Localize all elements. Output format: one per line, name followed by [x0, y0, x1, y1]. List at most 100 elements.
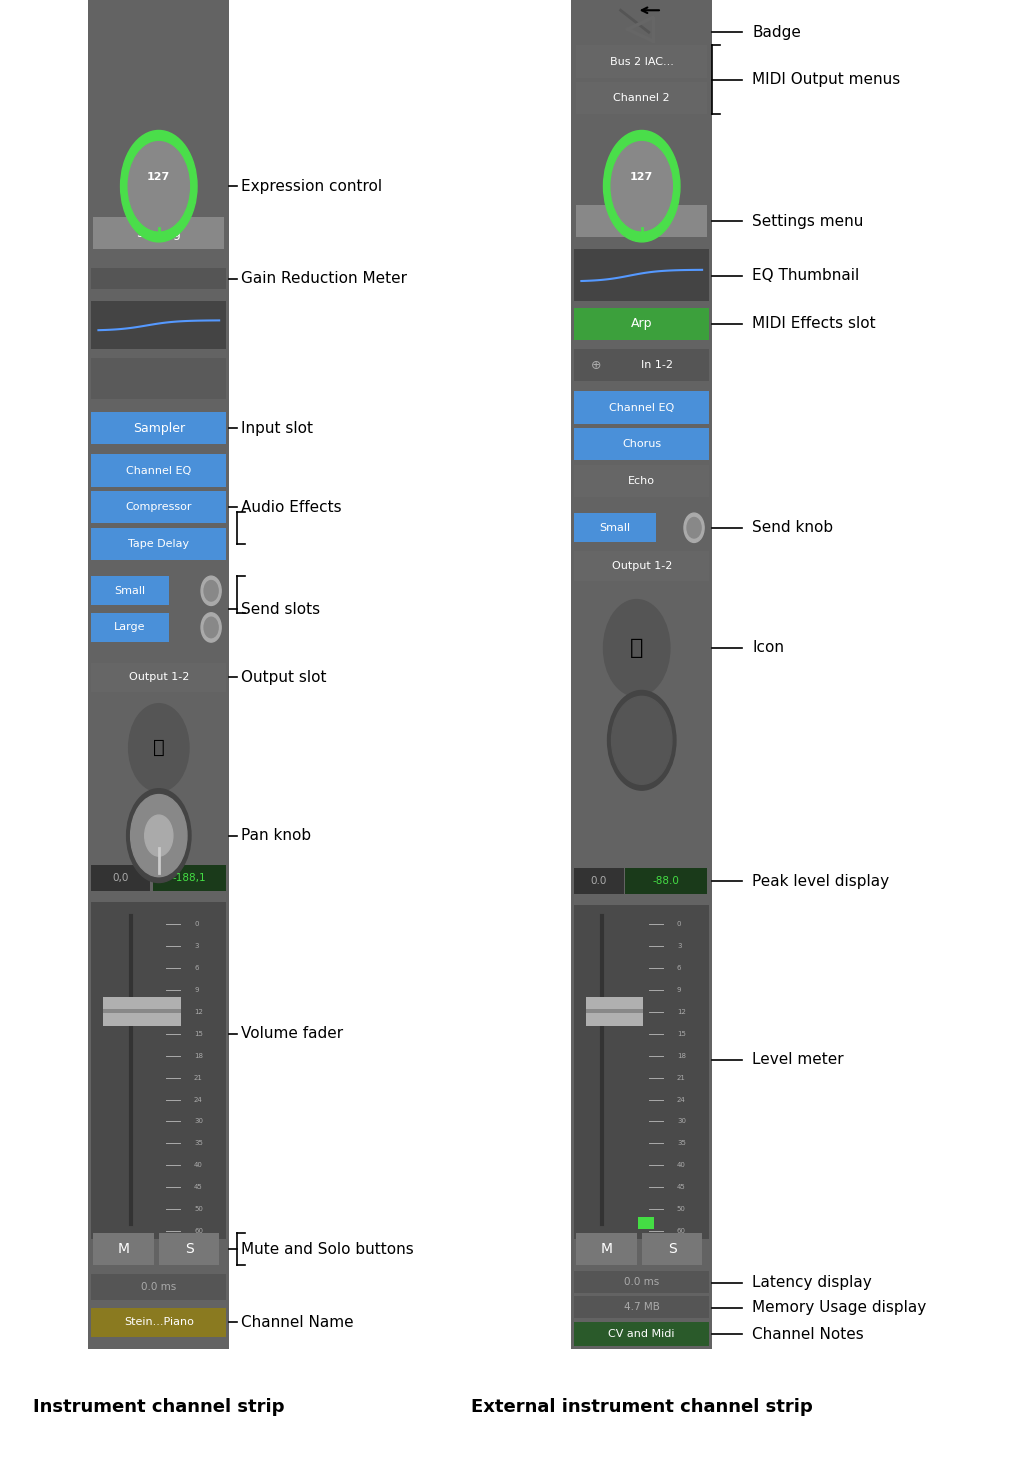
Bar	[576, 1233, 637, 1265]
Text: 15: 15	[194, 1031, 203, 1036]
Bar	[571, 0, 712, 1349]
Text: 127: 127	[630, 173, 653, 182]
Bar	[574, 391, 709, 424]
Bar	[625, 868, 707, 894]
Text: MIDI Effects slot: MIDI Effects slot	[752, 317, 876, 331]
Text: Tape Delay: Tape Delay	[128, 539, 190, 548]
Bar	[638, 1217, 654, 1229]
Text: Memory Usage display: Memory Usage display	[752, 1300, 927, 1315]
Text: External instrument channel strip: External instrument channel strip	[470, 1399, 812, 1416]
Text: -88.0: -88.0	[652, 877, 679, 885]
Text: Peak level display: Peak level display	[752, 874, 889, 888]
Circle shape	[611, 142, 672, 230]
Text: 3: 3	[677, 943, 681, 949]
Circle shape	[611, 696, 672, 784]
Text: 35: 35	[194, 1141, 203, 1146]
Circle shape	[204, 617, 218, 638]
Text: 50: 50	[194, 1207, 203, 1212]
Text: MIDI Output menus: MIDI Output menus	[752, 72, 900, 88]
Text: Echo: Echo	[629, 476, 655, 485]
Text: Badge: Badge	[752, 25, 801, 40]
Bar	[574, 349, 709, 381]
Text: 4.7 MB: 4.7 MB	[624, 1302, 660, 1312]
Text: Instrument channel strip: Instrument channel strip	[33, 1399, 285, 1416]
Circle shape	[603, 130, 680, 242]
Text: Compressor: Compressor	[126, 503, 192, 512]
Bar	[91, 576, 169, 605]
Text: CV and Midi: CV and Midi	[608, 1330, 675, 1338]
Text: 60: 60	[194, 1229, 203, 1234]
Circle shape	[684, 513, 704, 542]
Bar	[91, 454, 226, 487]
Text: 30: 30	[194, 1119, 203, 1124]
Bar	[91, 663, 226, 692]
Bar	[91, 613, 169, 642]
Circle shape	[201, 613, 221, 642]
Bar	[103, 997, 180, 1026]
Text: 9: 9	[194, 987, 199, 992]
Bar	[574, 551, 709, 581]
Text: 18: 18	[677, 1053, 685, 1058]
Text: Output slot: Output slot	[241, 670, 327, 685]
Text: Level meter: Level meter	[752, 1053, 844, 1067]
Text: 24: 24	[194, 1097, 203, 1102]
Bar	[91, 1308, 226, 1337]
Bar	[574, 1296, 709, 1318]
Circle shape	[128, 142, 190, 230]
Bar	[91, 528, 226, 560]
Text: Stein...Piano: Stein...Piano	[124, 1318, 194, 1327]
Circle shape	[607, 690, 676, 790]
Bar	[574, 428, 709, 460]
Text: 6: 6	[677, 965, 681, 970]
Text: Output 1-2: Output 1-2	[129, 673, 189, 682]
Text: Sampler: Sampler	[133, 422, 185, 434]
Text: M: M	[118, 1242, 130, 1256]
Bar	[93, 217, 224, 249]
Bar	[586, 997, 643, 1026]
Text: 21: 21	[194, 1075, 203, 1080]
Bar	[576, 205, 707, 237]
Text: 60: 60	[677, 1229, 685, 1234]
Text: 18: 18	[194, 1053, 203, 1058]
Text: 🎹: 🎹	[153, 739, 164, 756]
Text: -188,1: -188,1	[173, 874, 207, 883]
Text: 3: 3	[194, 943, 199, 949]
Text: Channel 2: Channel 2	[613, 94, 670, 103]
Text: Volume fader: Volume fader	[241, 1026, 344, 1041]
Text: Chorus: Chorus	[623, 440, 661, 449]
Bar	[91, 1274, 226, 1300]
Text: EQ Thumbnail: EQ Thumbnail	[752, 268, 860, 283]
Text: 30: 30	[677, 1119, 685, 1124]
Text: 127: 127	[147, 173, 170, 182]
Text: 12: 12	[194, 1009, 203, 1014]
Circle shape	[603, 600, 670, 696]
Text: 🔊: 🔊	[630, 638, 644, 658]
Circle shape	[687, 517, 701, 538]
Text: Channel Name: Channel Name	[241, 1315, 354, 1330]
Bar	[574, 308, 709, 340]
Bar	[91, 902, 226, 1239]
Bar	[642, 1233, 703, 1265]
Circle shape	[121, 130, 197, 242]
Text: ⊕: ⊕	[591, 359, 601, 371]
Bar	[91, 301, 226, 349]
Text: Audio Effects: Audio Effects	[241, 500, 342, 515]
Text: Send slots: Send slots	[241, 601, 320, 617]
Text: Pan knob: Pan knob	[241, 828, 311, 843]
Text: 6: 6	[194, 965, 199, 970]
Text: Output 1-2: Output 1-2	[611, 561, 672, 570]
Circle shape	[127, 789, 191, 883]
Text: Latency display: Latency display	[752, 1275, 872, 1290]
Text: Setting: Setting	[136, 227, 182, 239]
Bar	[576, 82, 707, 114]
Text: 0: 0	[677, 921, 681, 927]
Text: 21: 21	[677, 1075, 685, 1080]
Text: S: S	[667, 1242, 676, 1256]
Text: In 1-2: In 1-2	[641, 361, 673, 369]
Text: 45: 45	[677, 1185, 685, 1190]
Text: 24: 24	[677, 1097, 685, 1102]
Bar	[574, 1271, 709, 1293]
Text: Channel Notes: Channel Notes	[752, 1327, 864, 1341]
Bar	[91, 268, 226, 289]
Text: 40: 40	[677, 1163, 685, 1168]
